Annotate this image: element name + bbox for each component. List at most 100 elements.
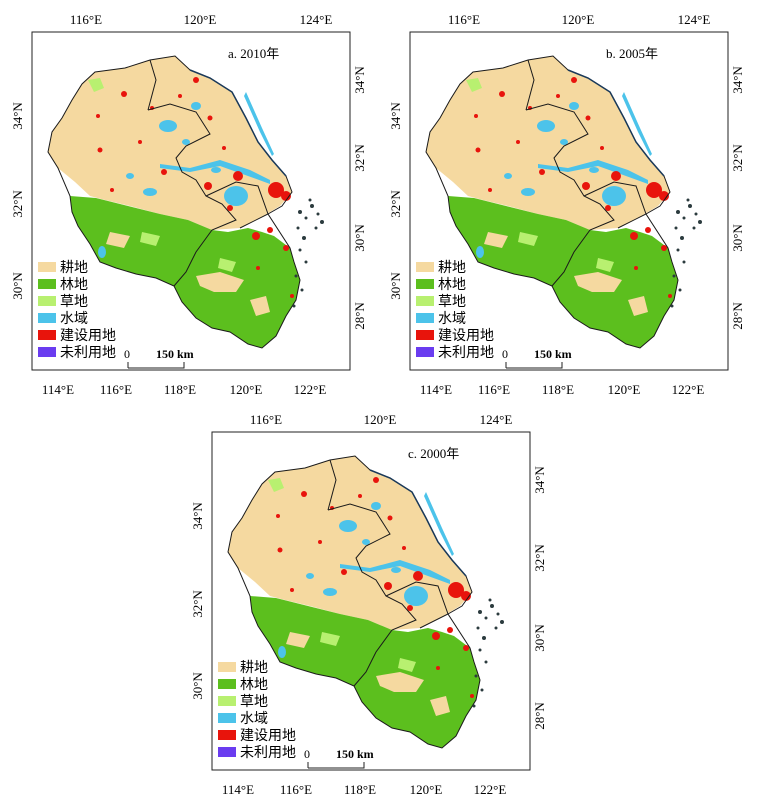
coastal-islands: [472, 598, 504, 708]
scalebar-label: 150 km: [156, 347, 194, 361]
legend-label: 耕地: [60, 259, 88, 276]
legend-swatch: [38, 313, 56, 323]
scalebar-label: 150 km: [534, 347, 572, 361]
grass-patch: [596, 258, 614, 272]
axis-label-bottom: 122°E: [294, 382, 327, 397]
legend-label: 林地: [60, 277, 88, 293]
cultivated-valley: [628, 296, 648, 316]
legend-swatch: [38, 262, 56, 272]
axis-label-left: 30°N: [190, 672, 205, 700]
axis-label-right: 34°N: [730, 66, 745, 94]
forest-land-region: [250, 596, 480, 748]
legend-swatch: [218, 713, 236, 723]
water-bodies: [278, 492, 454, 658]
scalebar-zero: 0: [502, 347, 508, 361]
legend-label: 耕地: [240, 659, 268, 676]
legend-swatch: [38, 296, 56, 306]
axis-label-right: 28°N: [730, 302, 745, 330]
grass-patch: [398, 658, 416, 672]
grass-patch: [466, 78, 482, 92]
legend-label: 水域: [438, 311, 466, 327]
built-up-land: [276, 477, 474, 698]
axis-label-left: 34°N: [10, 102, 25, 130]
legend-label: 未利用地: [60, 345, 116, 361]
legend-label: 林地: [240, 677, 268, 693]
cultivated-valley: [484, 232, 508, 248]
axis-label-top: 120°E: [364, 412, 397, 427]
axis-label-left: 32°N: [10, 190, 25, 218]
axis-label-top: 116°E: [250, 412, 282, 427]
scalebar-zero: 0: [304, 747, 310, 761]
axis-label-left: 34°N: [190, 502, 205, 530]
axis-label-right: 28°N: [532, 702, 547, 730]
axis-label-right: 34°N: [352, 66, 367, 94]
legend-label: 水域: [60, 311, 88, 327]
axis-label-bottom: 118°E: [164, 382, 196, 397]
cultivated-valley: [376, 672, 424, 692]
axis-label-bottom: 120°E: [410, 782, 443, 797]
cultivated-land-region: [426, 56, 670, 230]
legend-label: 耕地: [438, 259, 466, 276]
cultivated-land-region: [48, 56, 292, 230]
axis-label-bottom: 122°E: [672, 382, 705, 397]
legend-label: 草地: [60, 294, 88, 310]
axis-label-left: 30°N: [10, 272, 25, 300]
legend-label: 草地: [438, 294, 466, 310]
coastline: [369, 469, 467, 577]
axis-label-bottom: 116°E: [478, 382, 510, 397]
axis-label-top: 116°E: [70, 12, 102, 27]
legend-swatch: [416, 262, 434, 272]
legend-label: 林地: [438, 277, 466, 293]
legend-swatch: [38, 279, 56, 289]
axis-label-top: 124°E: [480, 412, 513, 427]
forest-land-region: [70, 196, 300, 348]
axis-label-bottom: 114°E: [222, 782, 254, 797]
legend-swatch: [416, 347, 434, 357]
axis-label-right: 32°N: [352, 144, 367, 172]
axis-label-top: 124°E: [678, 12, 711, 27]
axis-label-left: 30°N: [388, 272, 403, 300]
coastline: [189, 69, 287, 177]
cultivated-land-region: [228, 456, 472, 630]
panel-label: c. 2000年: [408, 446, 459, 461]
axis-label-top: 124°E: [300, 12, 333, 27]
legend-label: 水域: [240, 711, 268, 727]
grass-patch: [320, 632, 340, 646]
forest-land-region: [448, 196, 678, 348]
legend-label: 草地: [240, 694, 268, 710]
legend-label: 建设用地: [438, 328, 494, 344]
panel-label: a. 2010年: [228, 46, 279, 61]
axis-label-right: 28°N: [352, 302, 367, 330]
scalebar-label: 150 km: [336, 747, 374, 761]
grass-patch: [518, 232, 538, 246]
map-panel-2000: c. 2000年 耕地 林地 草地 水域 建设用地 未利用地 0 150 km 116°E…: [180, 400, 560, 802]
legend-swatch: [416, 313, 434, 323]
cultivated-valley: [106, 232, 130, 248]
axis-label-bottom: 118°E: [344, 782, 376, 797]
scalebar: 0 150 km: [502, 347, 572, 369]
coastal-islands: [670, 198, 702, 308]
legend-label: 建设用地: [240, 728, 296, 744]
cultivated-valley: [574, 272, 622, 292]
grass-patch: [88, 78, 104, 92]
grass-patch: [140, 232, 160, 246]
map-panel-2005: b. 2005年 耕地 林地 草地 水域 建设用地 未利用地 0 150 km 116°E…: [378, 0, 758, 402]
axis-label-right: 30°N: [730, 224, 745, 252]
legend-swatch: [218, 662, 236, 672]
legend-swatch: [218, 730, 236, 740]
map-panel-2010: a. 2010年 耕地 林地 草地 水域 建设用地 未利用地 0 150 km 116°E…: [0, 0, 380, 402]
legend-swatch: [218, 696, 236, 706]
water-bodies: [476, 92, 652, 258]
axis-label-right: 34°N: [532, 466, 547, 494]
legend-swatch: [416, 279, 434, 289]
axis-label-bottom: 116°E: [280, 782, 312, 797]
axis-label-bottom: 122°E: [474, 782, 507, 797]
coastline: [567, 69, 665, 177]
built-up-land: [96, 77, 294, 298]
axis-label-left: 32°N: [388, 190, 403, 218]
axis-label-left: 34°N: [388, 102, 403, 130]
axis-label-top: 120°E: [184, 12, 217, 27]
legend-swatch: [416, 296, 434, 306]
